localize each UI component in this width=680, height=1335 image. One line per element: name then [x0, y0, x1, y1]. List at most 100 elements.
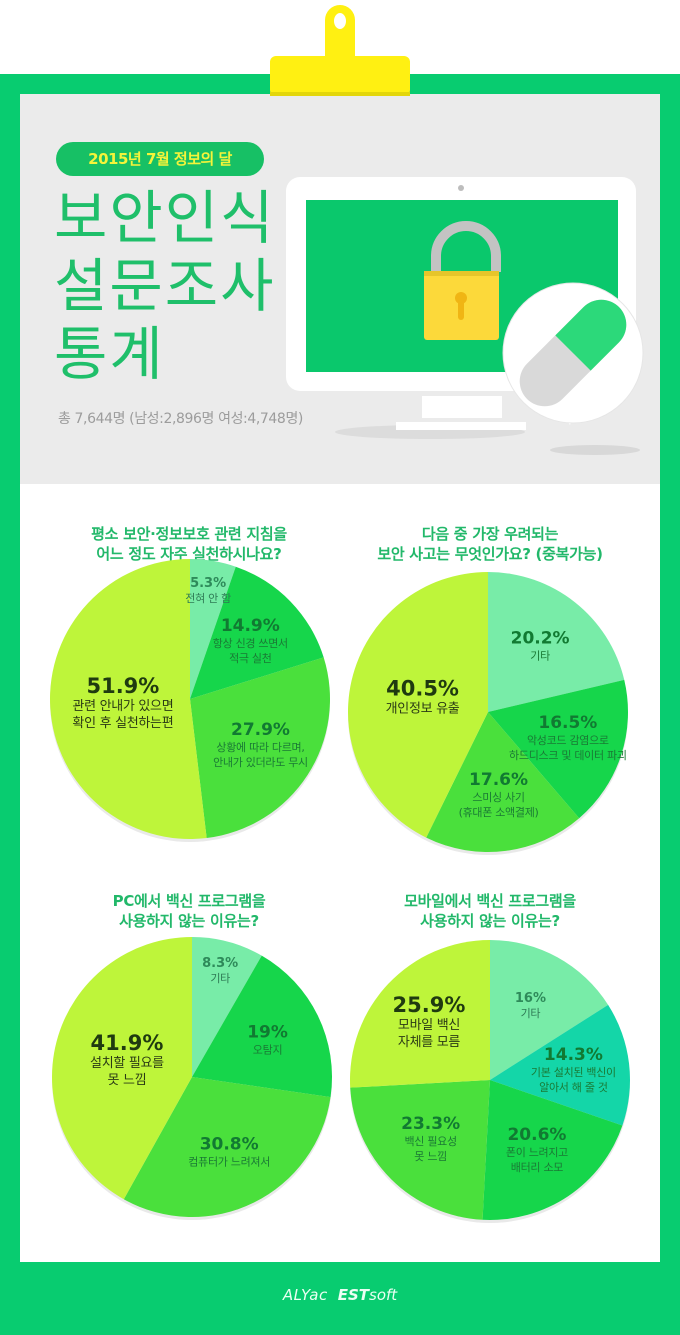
slice-label: 27.9% 상황에 따라 다르며, 안내가 있더라도 무시: [213, 720, 308, 770]
chart-title-line: 어느 정도 자주 실천하시나요?: [96, 545, 282, 563]
title-line: 설문조사: [54, 252, 276, 320]
alyac-logo: ALYac: [282, 1286, 328, 1304]
slice-label: 40.5% 개인정보 유출: [386, 676, 460, 717]
respondent-count: 총 7,644명 (남성:2,896명 여성:4,748명): [58, 411, 303, 427]
pie-slice: [51, 937, 192, 1200]
slice-description: 기타: [520, 1007, 541, 1021]
slice-percent: 14.3%: [543, 1045, 603, 1066]
slice-label: 25.9% 모바일 백신 자체를 모름: [393, 993, 466, 1051]
pie-chart-mobile-antivirus-reasons: [350, 940, 630, 1223]
slice-description: 컴퓨터가 느려져서: [188, 1155, 271, 1169]
chart-title-line: 보안 사고는 무엇인가요? (중복가능): [377, 545, 603, 563]
slice-label: 41.9% 설치할 필요를 못 느낌: [90, 1031, 164, 1089]
pie-slice: [190, 566, 324, 699]
slice-description: 안내가 있더라도 무시: [213, 755, 308, 769]
slice-description: 악성코드 감염으로: [526, 734, 609, 747]
slice-description: 적극 실천: [229, 651, 272, 665]
slice-percent: 20.2%: [510, 628, 570, 649]
slice-percent: 19%: [247, 1022, 288, 1043]
slice-label: 17.6% 스미싱 사기 (휴대폰 소액결제): [459, 770, 539, 820]
estsoft-logo-est: EST: [337, 1286, 370, 1304]
slice-label: 14.3% 기본 설치된 백신이 알아서 해 줄 것: [531, 1045, 616, 1095]
slice-description: 기타: [530, 649, 550, 663]
slice-percent: 14.9%: [220, 615, 280, 636]
slice-description: (휴대폰 소액결제): [458, 806, 539, 820]
slice-label: 51.9% 관련 안내가 있으면 확인 후 실천하는편: [72, 674, 173, 732]
chart-title-line: 평소 보안·정보보호 관련 지침을: [91, 525, 287, 543]
slice-description: 기본 설치된 백신이: [530, 1066, 616, 1080]
pie-slice: [49, 559, 207, 839]
pie-slice: [426, 712, 580, 852]
slice-description: 못 느낌: [107, 1073, 147, 1089]
slice-percent: 23.3%: [401, 1114, 461, 1135]
slice-label: 16% 기타: [515, 991, 546, 1021]
pie-slice: [192, 937, 262, 1077]
slice-description: 하드디스크 및 데이터 파괴: [509, 749, 627, 762]
slice-percent: 30.8%: [199, 1134, 259, 1155]
chart-title-line: 모바일에서 백신 프로그램을: [404, 892, 576, 910]
slice-percent: 25.9%: [392, 993, 466, 1018]
slice-description: 모바일 백신: [397, 1018, 461, 1034]
chart-title-line: 다음 중 가장 우려되는: [421, 525, 559, 543]
clipboard-clip-icon: [270, 5, 410, 96]
slice-percent: 17.6%: [469, 770, 529, 791]
slice-description: 전혀 안 함: [185, 592, 231, 606]
chart-title-line: 사용하지 않는 이유는?: [119, 912, 259, 930]
slice-label: 20.2% 기타: [511, 629, 570, 664]
date-badge: 2015년 7월 정보의 달: [56, 142, 264, 176]
pie-chart-pc-antivirus-reasons: [51, 937, 332, 1220]
slice-label: 8.3% 기타: [202, 956, 238, 986]
slice-description: 오탐지: [252, 1043, 283, 1057]
slice-label: 19% 오탐지: [247, 1023, 288, 1058]
chart-3-title: PC에서 백신 프로그램을 사용하지 않는 이유는?: [39, 891, 339, 931]
estsoft-logo-soft: soft: [369, 1286, 398, 1304]
slice-description: 기타: [210, 972, 230, 986]
slice-label: 5.3% 전혀 안 함: [185, 576, 231, 606]
slice-label: 30.8% 컴퓨터가 느려져서: [188, 1135, 270, 1170]
slice-percent: 40.5%: [386, 676, 459, 701]
monitor-illustration: [286, 177, 644, 455]
slice-percent: 51.9%: [86, 674, 160, 698]
pie-slice: [350, 940, 490, 1088]
slice-label: 20.6% 폰이 느려지고 배터리 소모: [506, 1125, 568, 1175]
pie-slice: [190, 657, 330, 839]
slice-label: 14.9% 항상 신경 쓰면서 적극 실천: [213, 616, 288, 666]
pie-slice: [488, 572, 625, 712]
slice-description: 못 느낌: [414, 1150, 447, 1164]
pie-slice: [348, 572, 488, 838]
pie-chart-security-concerns: [348, 572, 628, 855]
pie-slice: [490, 940, 609, 1080]
pie-slice: [490, 1004, 630, 1126]
chart-title-line: 사용하지 않는 이유는?: [420, 912, 560, 930]
slice-description: 백신 필요성: [404, 1135, 457, 1149]
pie-slice: [123, 1077, 331, 1217]
slice-description: 관련 안내가 있으면: [72, 699, 174, 714]
slice-description: 자체를 모름: [397, 1035, 461, 1051]
pill-capsule-icon: [502, 282, 644, 455]
chart-2-title: 다음 중 가장 우려되는 보안 사고는 무엇인가요? (중복가능): [340, 524, 640, 564]
slice-percent: 16.5%: [538, 713, 598, 733]
slice-percent: 5.3%: [190, 576, 227, 592]
slice-description: 배터리 소모: [510, 1160, 564, 1174]
pie-slice: [190, 559, 236, 699]
slice-percent: 16%: [514, 991, 546, 1007]
slice-percent: 20.6%: [507, 1124, 567, 1145]
chart-4-title: 모바일에서 백신 프로그램을 사용하지 않는 이유는?: [340, 891, 640, 931]
slice-description: 알아서 해 줄 것: [539, 1081, 608, 1095]
slice-description: 항상 신경 쓰면서: [212, 636, 288, 650]
slice-percent: 27.9%: [230, 719, 290, 740]
slice-description: 개인정보 유출: [385, 701, 460, 717]
title-line: 보안인식: [54, 184, 276, 252]
slice-percent: 41.9%: [90, 1031, 164, 1056]
chart-title-line: PC에서 백신 프로그램을: [112, 892, 266, 910]
pie-slice: [488, 679, 628, 819]
pie-chart-practice-frequency: [49, 559, 330, 842]
slice-description: 설치할 필요를: [90, 1056, 164, 1072]
slice-percent: 8.3%: [202, 956, 239, 972]
pie-slice: [192, 955, 332, 1098]
title-line: 통계: [54, 320, 165, 388]
slice-label: 23.3% 백신 필요성 못 느낌: [401, 1114, 460, 1164]
footer-logos: ALYac ESTsoft: [0, 1286, 680, 1304]
pie-slice: [350, 1080, 490, 1220]
